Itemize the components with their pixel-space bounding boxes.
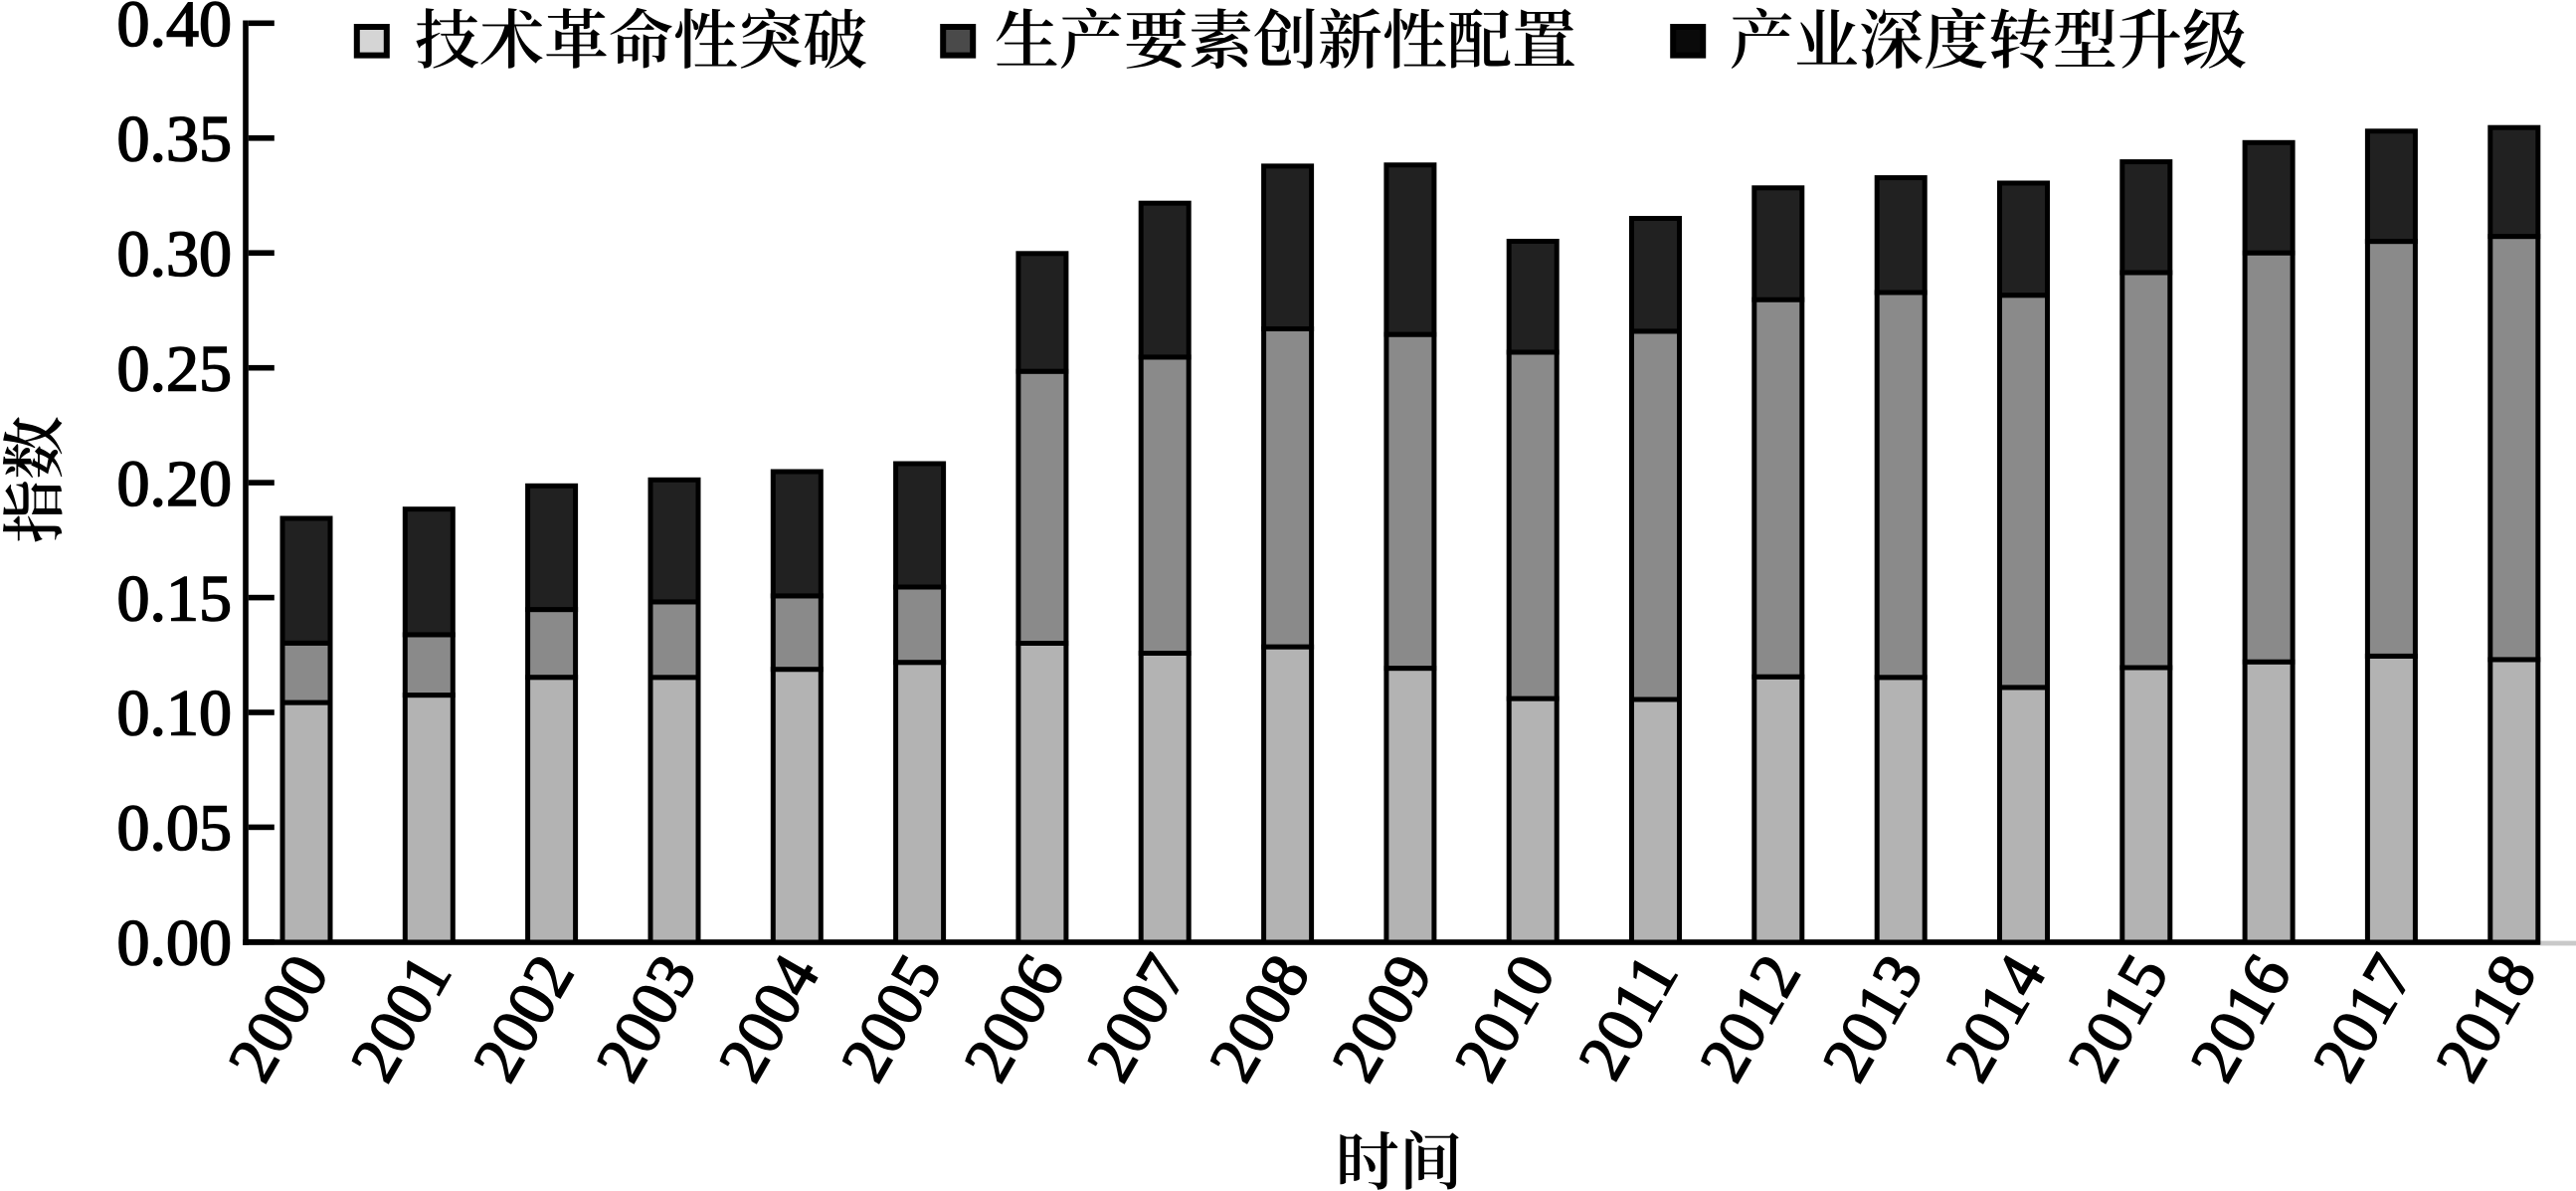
svg-text:0.15: 0.15 xyxy=(117,562,233,635)
svg-text:0.25: 0.25 xyxy=(117,332,233,405)
svg-text:0.00: 0.00 xyxy=(117,907,233,980)
svg-text:0.20: 0.20 xyxy=(117,448,233,520)
svg-text:0.10: 0.10 xyxy=(117,678,233,750)
svg-text:0.30: 0.30 xyxy=(117,218,233,291)
svg-text:0.35: 0.35 xyxy=(117,103,233,176)
svg-text:0.40: 0.40 xyxy=(117,0,233,61)
svg-text:0.05: 0.05 xyxy=(117,792,233,865)
